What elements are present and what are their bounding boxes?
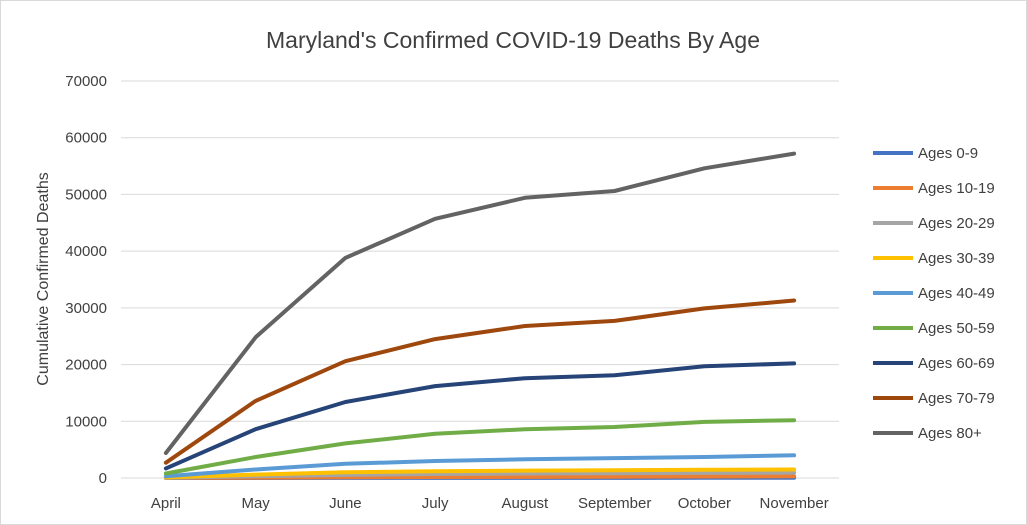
- legend-item: Ages 50-59: [873, 320, 995, 337]
- chart-title: Maryland's Confirmed COVID-19 Deaths By …: [266, 27, 760, 53]
- y-tick-label: 70000: [65, 73, 107, 90]
- y-tick-label: 10000: [65, 413, 107, 430]
- y-tick-label: 0: [99, 470, 107, 487]
- legend-label: Ages 70-79: [918, 390, 995, 407]
- y-tick-label: 60000: [65, 130, 107, 147]
- legend: Ages 0-9 Ages 10-19 Ages 20-29 Ages 30-39 Ag…: [873, 145, 995, 442]
- series-line-ages-80-: [163, 151, 797, 455]
- legend-label: Ages 10-19: [918, 180, 995, 197]
- series-line-ages-70-79: [163, 298, 797, 465]
- legend-item: Ages 10-19: [873, 180, 995, 197]
- legend-item: Ages 30-39: [873, 250, 995, 267]
- legend-label: Ages 20-29: [918, 215, 995, 232]
- x-tick-label: April: [151, 495, 181, 512]
- legend-item: Ages 60-69: [873, 355, 995, 372]
- legend-item: Ages 20-29: [873, 215, 995, 232]
- series-line-ages-50-59: [163, 418, 797, 476]
- legend-label: Ages 0-9: [918, 145, 978, 162]
- x-tick-label: September: [578, 495, 651, 512]
- x-tick-label: October: [678, 495, 731, 512]
- legend-label: Ages 60-69: [918, 355, 995, 372]
- legend-label: Ages 40-49: [918, 285, 995, 302]
- legend-item: Ages 0-9: [873, 145, 978, 162]
- legend-item: Ages 40-49: [873, 285, 995, 302]
- series-line-ages-60-69: [163, 361, 797, 471]
- legend-label: Ages 50-59: [918, 320, 995, 337]
- x-tick-label: July: [422, 495, 449, 512]
- x-tick-label: May: [241, 495, 270, 512]
- x-tick-label: November: [760, 495, 829, 512]
- y-tick-label: 20000: [65, 357, 107, 374]
- series-line-ages-30-39: [163, 467, 797, 480]
- legend-label: Ages 30-39: [918, 250, 995, 267]
- y-axis-ticks: 0 10000 20000 30000 40000 50000 60000 70000: [65, 73, 107, 487]
- y-tick-label: 40000: [65, 243, 107, 260]
- x-tick-label: June: [329, 495, 362, 512]
- legend-item: Ages 80+: [873, 425, 982, 442]
- legend-item: Ages 70-79: [873, 390, 995, 407]
- x-tick-label: August: [502, 495, 550, 512]
- legend-label: Ages 80+: [918, 425, 982, 442]
- y-tick-label: 50000: [65, 186, 107, 203]
- y-tick-label: 30000: [65, 300, 107, 317]
- series-lines: [163, 151, 797, 480]
- series-line-ages-40-49: [163, 453, 797, 479]
- y-axis-label: Cumulative Confirmed Deaths: [35, 172, 52, 385]
- x-axis-ticks: April May June July August September October No…: [151, 495, 829, 512]
- gridlines: [121, 80, 839, 479]
